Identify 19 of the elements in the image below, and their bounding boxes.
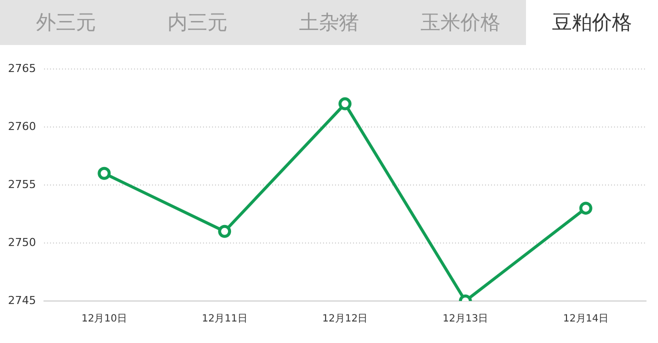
text: 土杂猪 — [298, 9, 360, 36]
y-tick-label: 2765 — [8, 62, 36, 75]
point — [338, 97, 352, 110]
y-tick-label: 2760 — [8, 120, 36, 133]
y-tick-label: 2755 — [8, 178, 36, 191]
x-tick-label: 12月13日 — [442, 314, 488, 325]
chart-title: 豆粕价格 — [526, 0, 658, 45]
text: 玉米价格 — [420, 9, 502, 36]
point — [579, 202, 592, 215]
text: 外三元 — [34, 9, 97, 36]
y-tick-label: 2750 — [8, 236, 36, 249]
point — [98, 166, 111, 180]
x-tick-label: 12月10日 — [81, 314, 127, 325]
y-tick-label: 2745 — [8, 294, 36, 307]
x-tick-label: 12月12日 — [322, 314, 368, 325]
text: 内三元 — [166, 9, 228, 36]
x-tick-label: 12月14日 — [563, 314, 609, 325]
x-tick-label: 12月11日 — [202, 314, 248, 325]
point — [218, 224, 232, 238]
